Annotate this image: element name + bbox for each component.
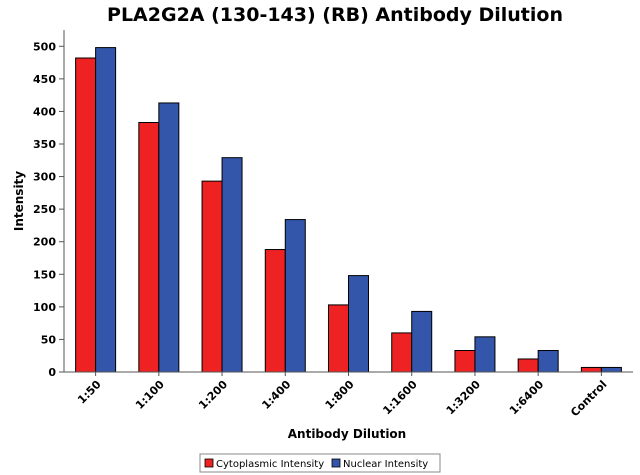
y-tick-label: 0 bbox=[48, 366, 56, 379]
x-tick-label: Control bbox=[568, 378, 609, 419]
bar bbox=[600, 366, 622, 373]
bar bbox=[158, 102, 180, 373]
y-tick-label: 50 bbox=[41, 333, 57, 346]
bar bbox=[348, 275, 369, 373]
y-tick-label: 100 bbox=[33, 301, 56, 314]
y-tick-label: 300 bbox=[33, 171, 56, 184]
legend-swatch bbox=[204, 458, 214, 468]
y-tick-label: 250 bbox=[33, 203, 56, 216]
x-tick-label: 1:400 bbox=[259, 378, 293, 412]
legend-swatch bbox=[331, 458, 341, 468]
plot-area: 0 50 100 150 200 250 300 350 400 450 500 1:50 1:100 1… bbox=[33, 30, 633, 419]
y-tick-label: 450 bbox=[33, 73, 56, 86]
x-tick-label: 1:800 bbox=[323, 378, 357, 412]
bar bbox=[411, 310, 433, 373]
chart-title: PLA2G2A (130-143) (RB) Antibody Dilution bbox=[107, 4, 563, 26]
bar bbox=[328, 304, 349, 373]
bar bbox=[391, 332, 413, 373]
bar bbox=[221, 157, 243, 373]
bar bbox=[284, 219, 306, 373]
legend-box bbox=[199, 453, 441, 473]
legend-label: Nuclear Intensity bbox=[343, 459, 428, 470]
x-tick-label: 1:200 bbox=[196, 378, 230, 412]
bar bbox=[537, 350, 559, 373]
legend-label: Cytoplasmic Intensity bbox=[216, 459, 324, 470]
bar bbox=[75, 57, 97, 373]
y-tick-label: 500 bbox=[33, 40, 56, 53]
y-tick-label: 400 bbox=[33, 105, 56, 118]
y-tick-label: 150 bbox=[33, 268, 56, 281]
bar bbox=[474, 336, 496, 373]
bar bbox=[454, 350, 476, 373]
bar bbox=[517, 358, 539, 373]
y-tick-label: 200 bbox=[33, 236, 56, 249]
bar bbox=[264, 249, 286, 373]
bar bbox=[201, 180, 223, 373]
bar bbox=[138, 122, 160, 373]
x-tick-label: 1:3200 bbox=[444, 378, 484, 418]
bar bbox=[580, 366, 602, 373]
x-tick-label: 1:100 bbox=[133, 378, 167, 412]
x-tick-label: 1:1600 bbox=[380, 378, 420, 418]
y-axis-label: Intensity bbox=[12, 171, 26, 231]
x-tick-label: 1:6400 bbox=[507, 378, 547, 418]
bar bbox=[95, 47, 117, 373]
y-tick-label: 350 bbox=[33, 138, 56, 151]
x-axis-label: Antibody Dilution bbox=[288, 427, 406, 441]
x-tick-label: 1:50 bbox=[75, 378, 104, 407]
legend: Cytoplasmic Intensity Nuclear Intensity bbox=[199, 453, 441, 473]
